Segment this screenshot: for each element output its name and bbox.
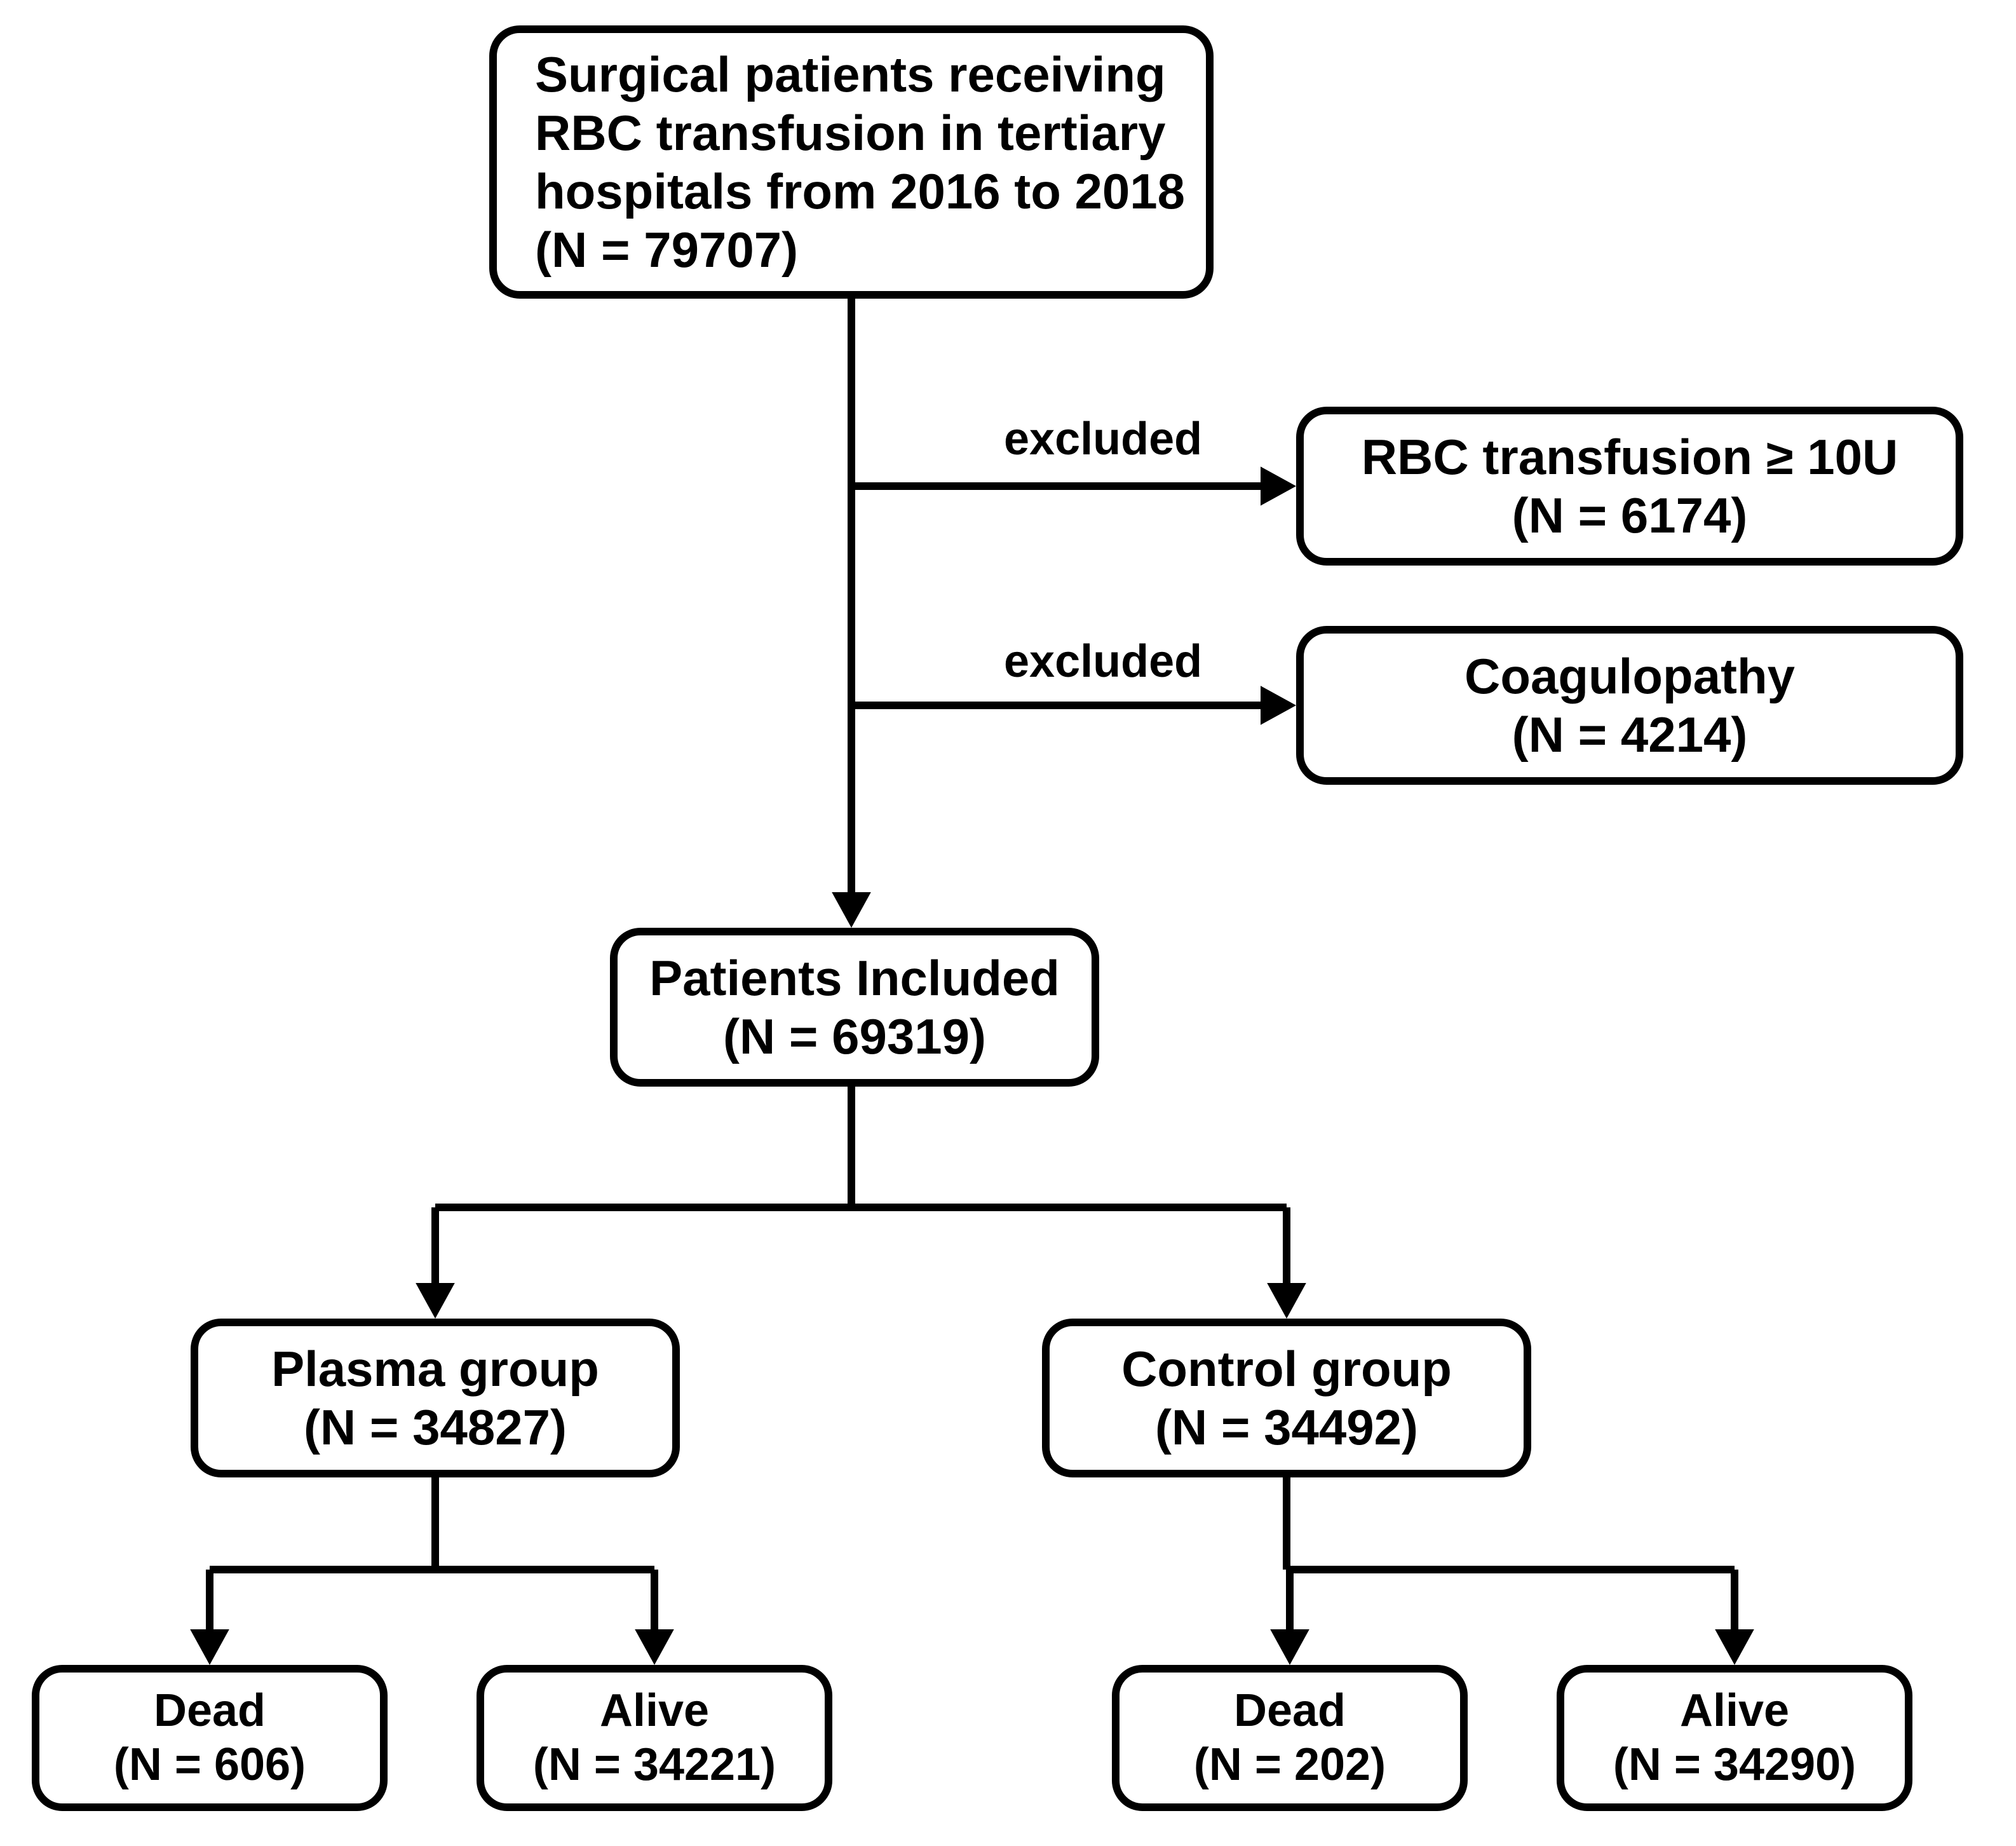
flowchart-canvas: Surgical patients receivingRBC transfusi… xyxy=(0,0,2016,1846)
node-included: Patients Included(N = 69319) xyxy=(610,928,1099,1087)
node-plasma-line: (N = 34827) xyxy=(304,1398,567,1456)
node-p_dead-line: (N = 606) xyxy=(114,1738,306,1792)
node-c_dead: Dead(N = 202) xyxy=(1112,1665,1468,1811)
node-root-line: RBC transfusion in tertiary xyxy=(535,104,1165,162)
node-c_alive-line: Alive xyxy=(1680,1684,1789,1738)
node-c_alive-line: (N = 34290) xyxy=(1613,1738,1856,1792)
node-control: Control group(N = 34492) xyxy=(1042,1319,1531,1477)
node-p_alive: Alive(N = 34221) xyxy=(477,1665,832,1811)
node-control-line: Control group xyxy=(1121,1340,1452,1398)
node-excl2: Coagulopathy(N = 4214) xyxy=(1296,626,1963,785)
node-root-line: Surgical patients receiving xyxy=(535,45,1166,104)
node-p_alive-line: Alive xyxy=(600,1684,709,1738)
node-c_alive: Alive(N = 34290) xyxy=(1557,1665,1912,1811)
node-p_dead: Dead(N = 606) xyxy=(32,1665,388,1811)
edge-label-excluded1: excluded xyxy=(1004,413,1202,465)
node-root-line: (N = 79707) xyxy=(535,221,798,279)
node-control-line: (N = 34492) xyxy=(1155,1398,1418,1456)
node-excl2-line: Coagulopathy xyxy=(1465,647,1795,705)
node-excl1-line: RBC transfusion ≥ 10U xyxy=(1362,428,1898,486)
node-excl1-line: (N = 6174) xyxy=(1512,486,1748,545)
node-excl2-line: (N = 4214) xyxy=(1512,705,1748,764)
node-root: Surgical patients receivingRBC transfusi… xyxy=(489,25,1214,299)
node-c_dead-line: (N = 202) xyxy=(1194,1738,1386,1792)
node-p_alive-line: (N = 34221) xyxy=(533,1738,776,1792)
node-plasma: Plasma group(N = 34827) xyxy=(191,1319,680,1477)
node-c_dead-line: Dead xyxy=(1234,1684,1346,1738)
node-p_dead-line: Dead xyxy=(154,1684,266,1738)
node-plasma-line: Plasma group xyxy=(271,1340,599,1398)
node-included-line: (N = 69319) xyxy=(723,1007,986,1066)
node-excl1: RBC transfusion ≥ 10U(N = 6174) xyxy=(1296,407,1963,566)
node-root-line: hospitals from 2016 to 2018 xyxy=(535,162,1185,221)
node-included-line: Patients Included xyxy=(649,949,1060,1007)
edge-label-excluded2: excluded xyxy=(1004,635,1202,688)
